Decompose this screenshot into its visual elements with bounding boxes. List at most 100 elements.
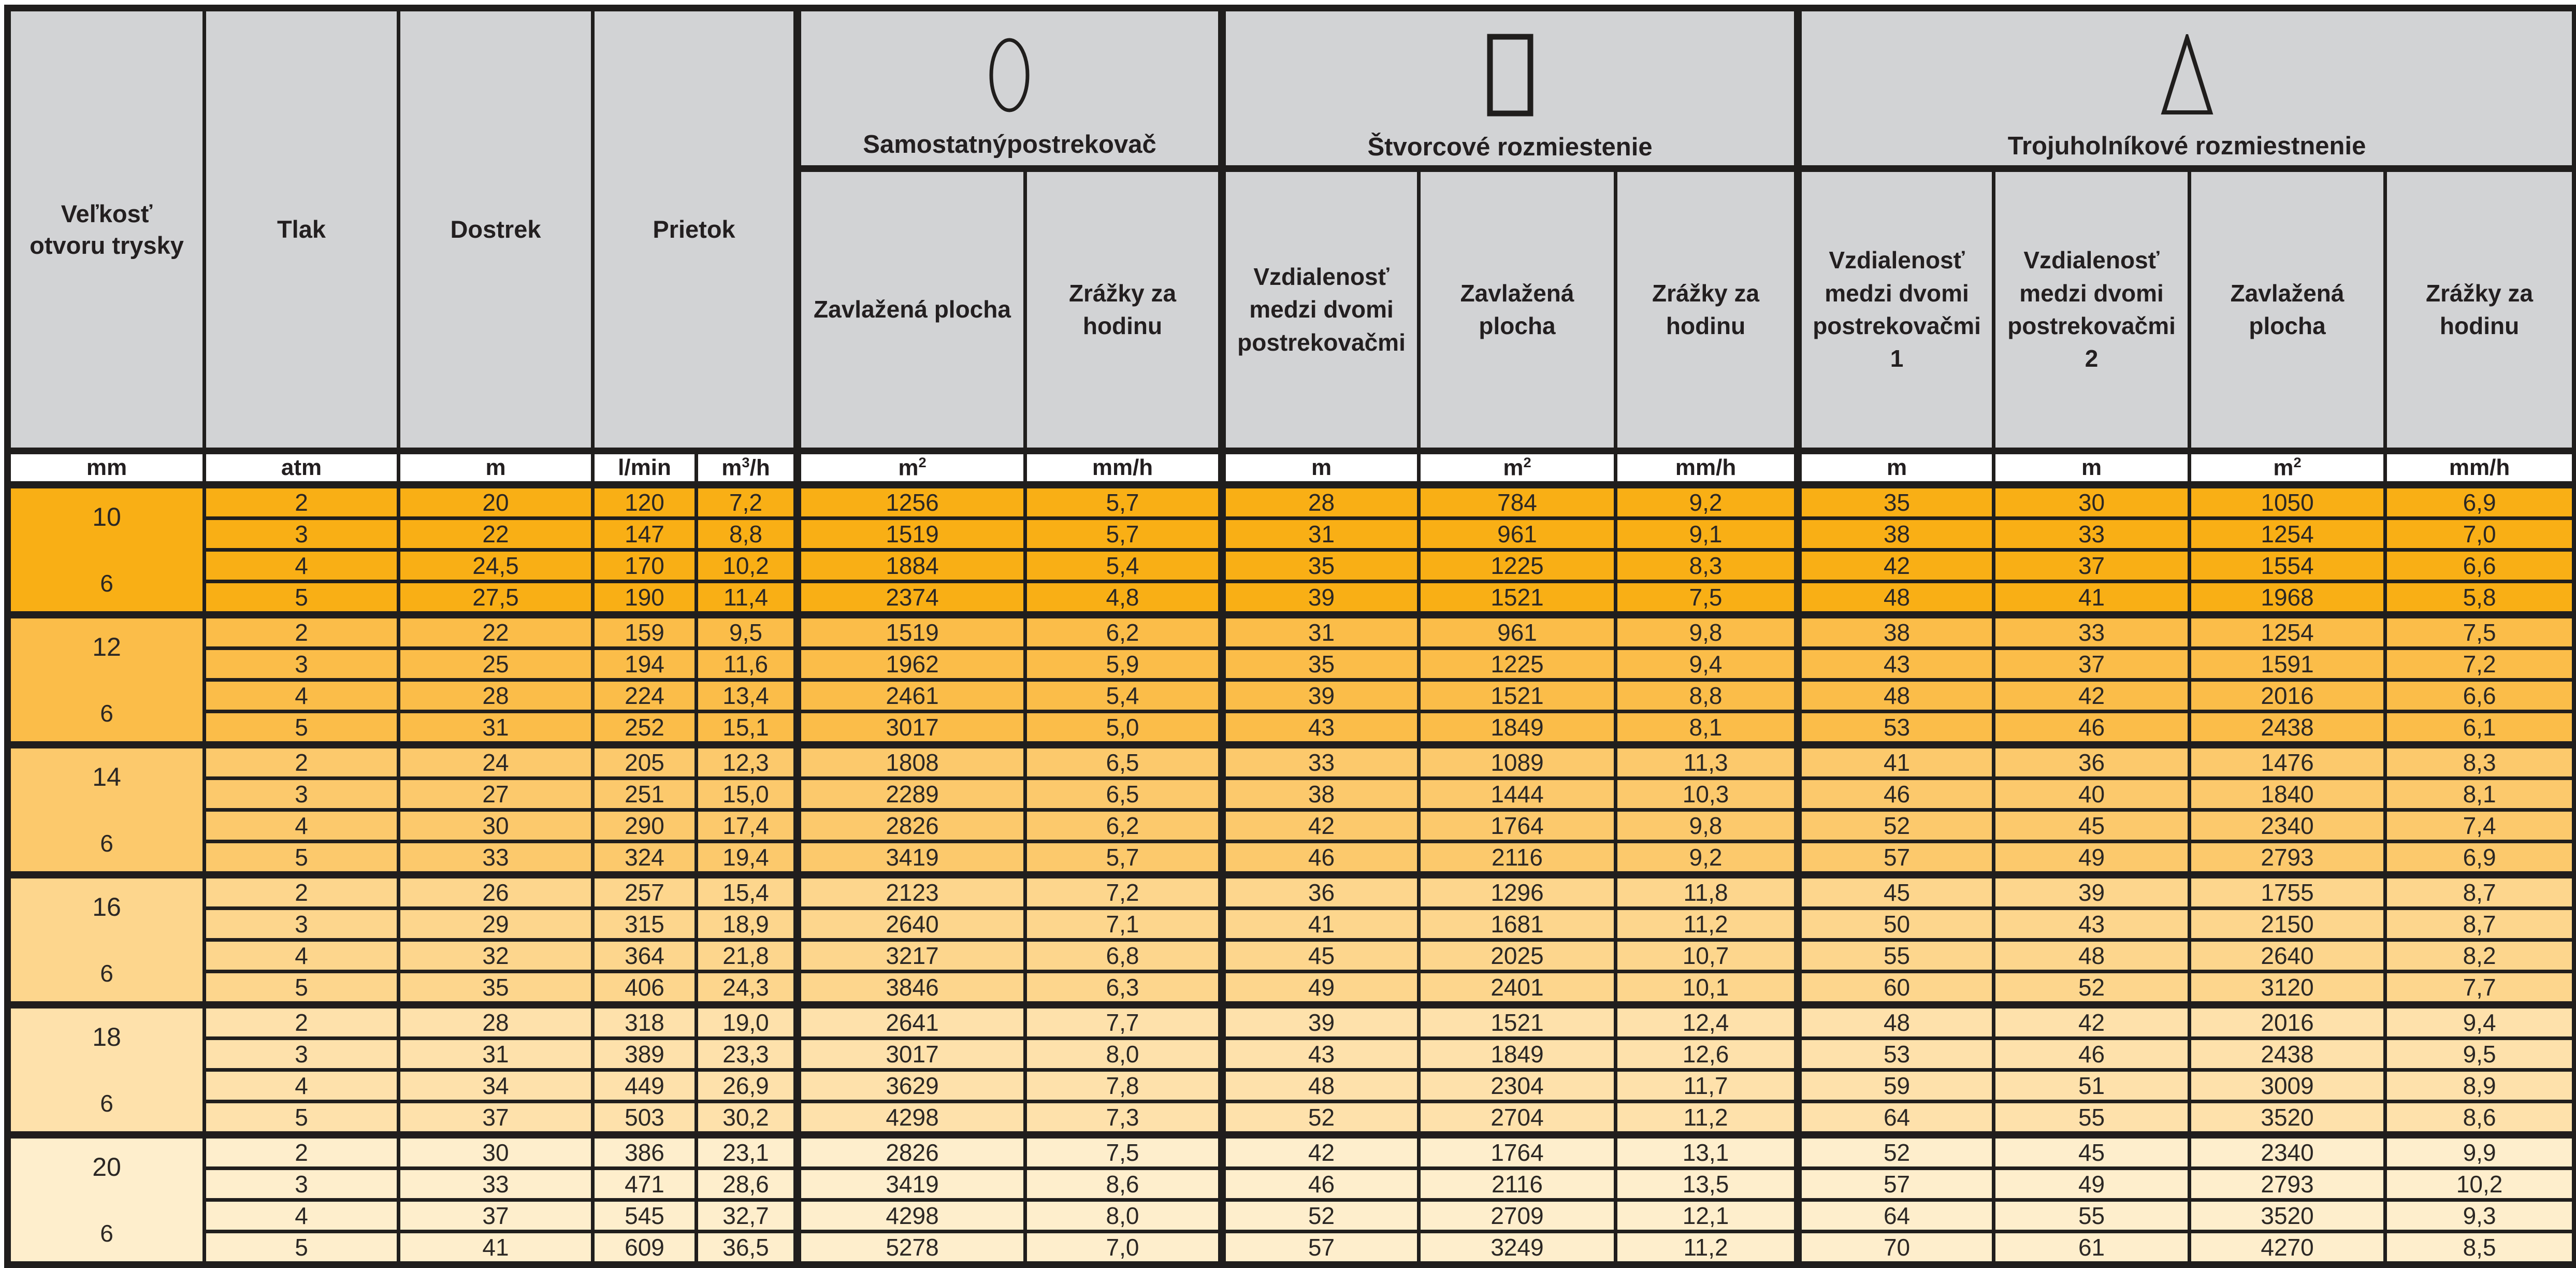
data-cell: 38 <box>1794 611 1996 650</box>
data-cell: 9,2 <box>1614 481 1800 520</box>
data-cell: 12,1 <box>1614 1198 1800 1233</box>
data-cell: 20 <box>397 481 595 520</box>
data-cell: 205 <box>591 741 698 780</box>
data-cell: 5 <box>202 1099 400 1137</box>
data-cell: 13,5 <box>1614 1166 1800 1202</box>
data-cell: 6,9 <box>2383 839 2576 877</box>
square-icon <box>1486 33 1534 117</box>
data-row: 5 41 609 36,5 5278 7,0 57 3249 11,2 70 61 4270 8,5 <box>8 1229 2576 1266</box>
unit-mm: mm <box>6 447 206 488</box>
data-cell: 31 <box>1218 611 1421 650</box>
data-cell: 1840 <box>2188 776 2387 812</box>
data-cell: 12,3 <box>694 741 799 780</box>
data-cell: 8,6 <box>2383 1099 2576 1137</box>
data-cell: 39 <box>1992 871 2192 910</box>
data-cell: 2826 <box>793 808 1027 843</box>
data-cell: 1519 <box>793 611 1027 650</box>
data-cell: 7,7 <box>1023 1001 1224 1040</box>
data-cell: 3520 <box>2188 1198 2387 1233</box>
data-cell: 2704 <box>1417 1099 1618 1137</box>
data-cell: 52 <box>1794 808 1996 843</box>
group-title: Trojuholníkové rozmiestnenie <box>2007 132 2366 160</box>
data-cell: 6,1 <box>2383 709 2576 747</box>
data-cell: 7,4 <box>2383 808 2576 843</box>
data-cell: 3846 <box>793 969 1027 1007</box>
data-cell: 7,1 <box>1023 906 1224 942</box>
data-cell: 147 <box>591 516 698 552</box>
data-cell: 5,8 <box>2383 579 2576 617</box>
subheader-row: Zavlažená plocha Zrážky za hodinu Vzdial… <box>8 167 2576 453</box>
data-row: 3 31 389 23,3 3017 8,0 43 1849 12,6 53 46 2438 9,5 <box>8 1036 2576 1072</box>
data-cell: 45 <box>1992 1131 2192 1170</box>
unit-atm: atm <box>202 447 400 488</box>
data-row: 20 6 2 30 386 23,1 2826 7,5 42 1764 13,1 52 45 2340 9,… <box>6 1131 2576 1266</box>
data-cell: 9,8 <box>1614 808 1800 843</box>
data-cell: 22 <box>397 611 595 650</box>
data-cell: 3629 <box>793 1068 1027 1103</box>
data-cell: 2709 <box>1417 1198 1618 1233</box>
data-cell: 23,1 <box>694 1131 799 1170</box>
data-cell: 2289 <box>793 776 1027 812</box>
data-cell: 6,5 <box>1023 741 1224 780</box>
data-cell: 1764 <box>1417 1131 1618 1170</box>
sprinkler-table: Veľkosť otvoru trysky Tlak Dostrek Priet… <box>4 5 2576 1268</box>
data-cell: 55 <box>1992 1198 2192 1233</box>
data-cell: 2150 <box>2188 906 2387 942</box>
data-cell: 13,1 <box>1614 1131 1800 1170</box>
data-cell: 27,5 <box>397 579 595 617</box>
data-cell: 15,1 <box>694 709 799 747</box>
data-cell: 41 <box>1794 741 1996 780</box>
data-cell: 23,3 <box>694 1036 799 1072</box>
data-cell: 3520 <box>2188 1099 2387 1137</box>
data-cell: 1225 <box>1417 646 1618 682</box>
data-cell: 64 <box>1794 1198 1996 1233</box>
data-cell: 1296 <box>1417 871 1618 910</box>
data-cell: 5 <box>202 579 400 617</box>
data-cell: 6,6 <box>2383 547 2576 583</box>
data-row: 14 6 2 24 205 12,3 1808 6,5 33 1089 11,3 41 36 1476 8,… <box>6 741 2576 877</box>
data-cell: 961 <box>1417 516 1618 552</box>
data-cell: 8,1 <box>1614 709 1800 747</box>
data-cell: 1591 <box>2188 646 2387 682</box>
data-cell: 8,5 <box>2383 1229 2576 1266</box>
data-cell: 48 <box>1794 678 1996 713</box>
data-cell: 42 <box>1794 547 1996 583</box>
data-cell: 784 <box>1417 481 1618 520</box>
data-cell: 48 <box>1992 938 2192 973</box>
subheader-irrigated-area: Zavlažená plocha <box>1417 167 1618 453</box>
data-cell: 28,6 <box>694 1166 799 1202</box>
data-cell: 48 <box>1794 579 1996 617</box>
data-cell: 11,7 <box>1614 1068 1800 1103</box>
data-cell: 1521 <box>1417 579 1618 617</box>
data-cell: 324 <box>591 839 698 877</box>
data-row: 5 33 324 19,4 3419 5,7 46 2116 9,2 57 49 2793 6,9 <box>8 839 2576 877</box>
data-cell: 45 <box>1992 808 2192 843</box>
data-cell: 5 <box>202 709 400 747</box>
data-cell: 33 <box>1992 516 2192 552</box>
data-cell: 53 <box>1794 1036 1996 1072</box>
data-cell: 6,2 <box>1023 611 1224 650</box>
data-cell: 32,7 <box>694 1198 799 1233</box>
data-cell: 9,4 <box>1614 646 1800 682</box>
data-row: 5 27,5 190 11,4 2374 4,8 39 1521 7,5 48 41 1968 5,8 <box>8 579 2576 617</box>
data-cell: 2793 <box>2188 839 2387 877</box>
unit-m: m <box>1992 447 2192 488</box>
data-cell: 37 <box>1992 646 2192 682</box>
data-cell: 1681 <box>1417 906 1618 942</box>
data-cell: 386 <box>591 1131 698 1170</box>
data-cell: 64 <box>1794 1099 1996 1137</box>
data-cell: 3120 <box>2188 969 2387 1007</box>
data-cell: 8,2 <box>2383 938 2576 973</box>
data-cell: 39 <box>1218 579 1421 617</box>
data-cell: 46 <box>1992 1036 2192 1072</box>
data-row: 4 32 364 21,8 3217 6,8 45 2025 10,7 55 48 2640 8,2 <box>8 938 2576 973</box>
data-cell: 42 <box>1992 1001 2192 1040</box>
data-row: 5 37 503 30,2 4298 7,3 52 2704 11,2 64 55 3520 8,6 <box>8 1099 2576 1137</box>
subheader-distance-2: Vzdialenosť medzi dvomi postrekovačmi 2 <box>1992 167 2192 453</box>
data-cell: 257 <box>591 871 698 910</box>
data-cell: 9,3 <box>2383 1198 2576 1233</box>
data-cell: 31 <box>1218 516 1421 552</box>
data-cell: 1554 <box>2188 547 2387 583</box>
data-cell: 46 <box>1794 776 1996 812</box>
data-cell: 6,9 <box>2383 481 2576 520</box>
